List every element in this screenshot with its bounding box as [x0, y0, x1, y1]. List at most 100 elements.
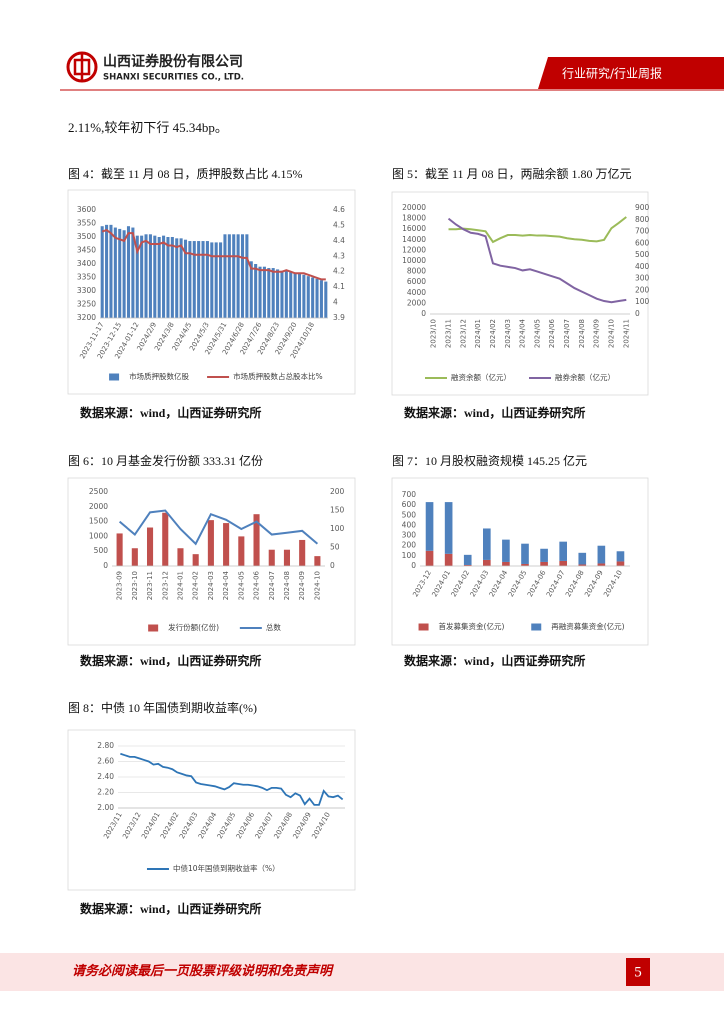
legend-label: 发行份额(亿份) [168, 622, 219, 632]
x-tick-label: 2024-07 [268, 571, 276, 600]
legend-swatch [418, 623, 429, 631]
bar [157, 237, 161, 318]
bar [144, 234, 148, 318]
bar [271, 268, 275, 318]
bar [324, 281, 328, 318]
bar [502, 539, 510, 562]
y-tick-label: 2.00 [97, 803, 114, 812]
y-tick-label: 500 [402, 510, 417, 519]
legend-label: 融券余额（亿元） [555, 372, 615, 382]
y-tick-label: 8000 [407, 267, 426, 276]
x-tick-label: 2024-09 [298, 571, 306, 600]
bar [122, 230, 126, 318]
y2-tick-label: 0 [330, 561, 335, 570]
y2-tick-label: 4.6 [333, 205, 345, 214]
bar [131, 227, 135, 318]
bar [214, 242, 218, 318]
bar [153, 235, 157, 318]
bar [140, 235, 144, 318]
footer-band [0, 953, 724, 991]
bar [284, 270, 288, 318]
bar [236, 234, 240, 318]
bar [175, 238, 179, 318]
y-tick-label: 2.80 [97, 741, 114, 750]
bar [113, 227, 117, 318]
bar [240, 234, 245, 318]
section-banner [538, 57, 724, 89]
y-tick-label: 4000 [407, 288, 426, 297]
legend-label: 总数 [266, 622, 281, 632]
bar [280, 270, 284, 318]
y2-tick-label: 100 [635, 297, 650, 306]
x-tick-label: 2023/11 [445, 319, 453, 348]
bar [425, 550, 434, 566]
bar [227, 234, 231, 318]
company-cn: 山西证券股份有限公司 [103, 53, 243, 70]
intro-text: 2.11%,较年初下行 45.34bp。 [68, 120, 228, 135]
bar [463, 564, 472, 566]
y-tick-label: 600 [402, 500, 417, 509]
legend-label: 市场质押股数占总股本比% [233, 371, 323, 381]
y-tick-label: 10000 [402, 256, 426, 265]
figure-title: 图 7：10 月股权融资规模 145.25 亿元 [392, 453, 587, 468]
bar [238, 536, 245, 566]
section-label: 行业研究/行业周报 [562, 66, 662, 81]
chart-frame [67, 729, 356, 891]
bar [540, 548, 548, 562]
line [101, 228, 326, 281]
x-tick-label: 2024-02 [192, 571, 200, 600]
bar [540, 561, 548, 566]
x-tick-label: 2024/05 [533, 319, 541, 348]
x-tick-label: 2024/10 [607, 319, 615, 348]
y2-tick-label: 700 [635, 227, 650, 236]
figure-source: 数据来源：wind，山西证券研究所 [404, 405, 585, 420]
y-tick-label: 2.40 [97, 772, 114, 781]
y-tick-label: 2.20 [97, 788, 114, 797]
y-tick-label: 3500 [77, 232, 96, 241]
y-tick-label: 1000 [89, 531, 108, 540]
figure-title: 图 5：截至 11 月 08 日，两融余额 1.80 万亿元 [392, 166, 632, 181]
bar [232, 234, 236, 318]
bar [197, 241, 201, 318]
legend-swatch [531, 623, 542, 631]
x-tick-label: 2024/03 [504, 319, 512, 348]
bar [425, 502, 434, 551]
bar [100, 226, 104, 318]
y-tick-label: 2000 [407, 298, 426, 307]
y-tick-label: 16000 [402, 224, 426, 233]
bar [262, 266, 266, 318]
chart-frame [391, 191, 649, 396]
x-tick-label: 2024/02 [489, 319, 497, 348]
legend-label: 融资余额（亿元） [451, 372, 511, 382]
bar [463, 554, 472, 565]
bar [315, 278, 319, 318]
legend-label: 中债10年国债到期收益率（%） [173, 863, 280, 873]
line [448, 216, 627, 244]
y-tick-label: 20000 [402, 203, 426, 212]
x-tick-label: 2024-06 [253, 570, 261, 600]
x-tick-label: 2024/10 [310, 811, 331, 840]
x-tick-label: 2024-10 [313, 571, 321, 600]
y2-tick-label: 200 [330, 487, 345, 496]
bar [578, 564, 587, 566]
y2-tick-label: 4 [333, 298, 338, 307]
x-tick-label: 2023-10 [131, 571, 139, 600]
legend-label: 首发募集资金(亿元) [439, 621, 505, 631]
x-tick-label: 2024-10 [602, 569, 624, 598]
y-tick-label: 3450 [77, 246, 96, 255]
bar [126, 226, 131, 318]
bar [166, 237, 170, 318]
x-tick-label: 2023/10 [430, 319, 438, 348]
y2-tick-label: 4.3 [333, 251, 345, 260]
y2-tick-label: 600 [635, 238, 650, 247]
bar [258, 266, 262, 318]
y2-tick-label: 400 [635, 262, 650, 271]
y2-tick-label: 800 [635, 215, 650, 224]
y-tick-label: 0 [411, 561, 416, 570]
x-tick-label: 2023-11 [146, 571, 154, 600]
y2-tick-label: 0 [635, 309, 640, 318]
y-tick-label: 3550 [77, 219, 96, 228]
y2-tick-label: 4.2 [333, 267, 345, 276]
figure-title: 图 6：10 月基金发行份额 333.31 亿份 [68, 453, 263, 468]
page-number: 5 [634, 964, 642, 980]
